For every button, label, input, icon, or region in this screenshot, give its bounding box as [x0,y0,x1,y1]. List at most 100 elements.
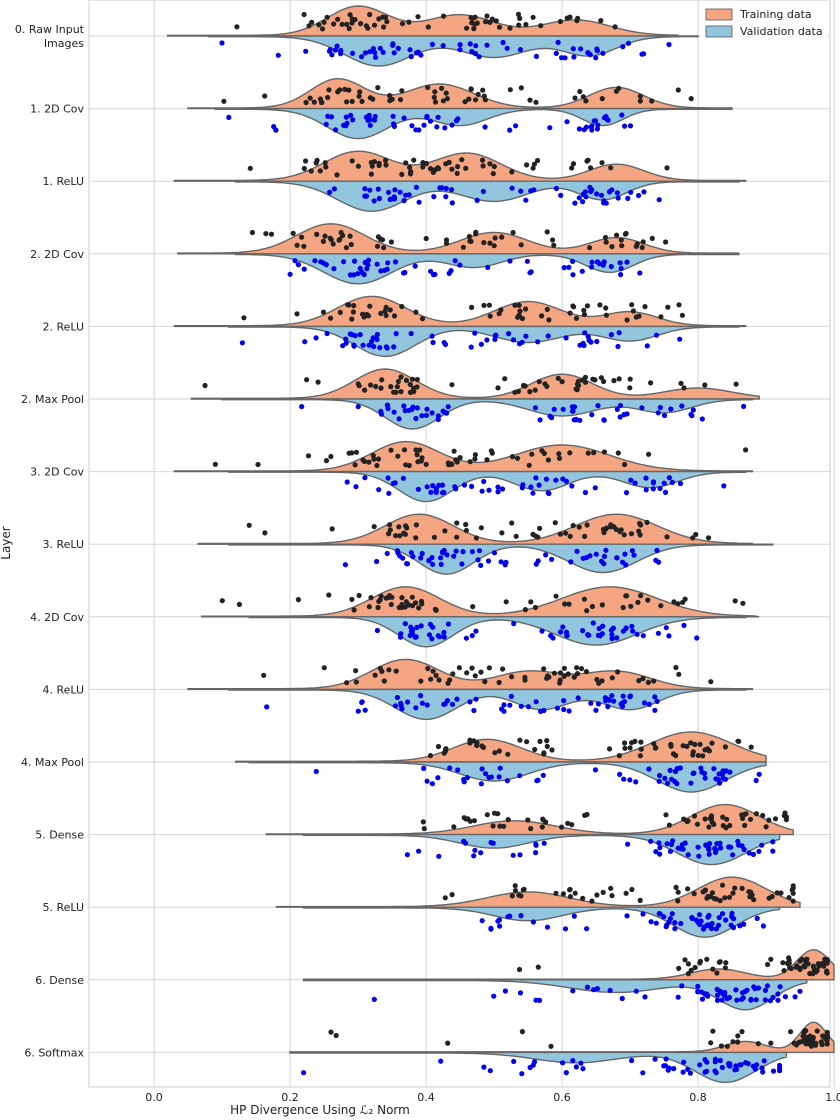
point-validation [536,482,542,488]
point-training [740,815,746,822]
point-validation [491,550,498,556]
point-training [718,1043,725,1049]
point-training [555,375,561,381]
point-training [802,1039,808,1046]
point-training [528,826,534,832]
y-tick-label: 4. 2D Cov [30,611,84,624]
point-training [541,666,547,672]
point-validation [351,342,357,348]
point-training [393,668,399,674]
y-tick-labels: 0. Raw Input Images 1. 2D Cov 1. ReLU 2. 2D … [15,23,85,1059]
point-validation [434,124,440,130]
point-training [463,165,469,171]
point-training [557,670,564,676]
point-training [316,22,322,28]
point-validation [732,1067,738,1073]
point-training [573,315,580,321]
point-training [621,532,627,538]
point-training [472,21,478,27]
point-training [472,452,478,458]
point-training [356,93,362,99]
point-validation [395,45,401,52]
point-training [601,378,607,385]
point-training [359,98,365,104]
point-training [652,745,659,751]
point-training [597,302,603,308]
point-validation [396,416,402,422]
point-training [357,89,363,95]
point-validation [744,987,750,993]
point-training [399,21,406,27]
point-validation [509,185,515,191]
y-tick-label: 0. Raw Input Images [15,23,85,50]
point-validation [716,922,722,928]
point-training [606,746,613,752]
point-validation [762,997,768,1003]
point-training [618,237,624,243]
point-validation [406,407,412,413]
point-training [628,531,635,537]
point-validation [648,919,654,925]
point-training [706,748,713,754]
point-validation [457,262,463,268]
point-validation [402,269,408,276]
point-validation [511,1058,517,1064]
point-validation [371,996,377,1003]
point-validation [617,402,624,409]
point-training [431,534,437,540]
point-validation [578,1060,584,1066]
point-training [414,376,420,383]
point-validation [614,555,620,561]
y-tick-label: 1. ReLU [42,175,84,188]
point-training [399,88,405,94]
point-validation [543,476,550,482]
point-training [398,374,404,380]
violin-training [177,223,740,255]
violin-validation [302,979,808,1011]
point-validation [609,187,615,193]
point-training [362,387,368,393]
point-training [471,818,477,824]
point-training [384,19,390,25]
point-validation [467,41,473,47]
point-validation [376,487,382,493]
point-validation [533,475,539,481]
violin-training [190,368,760,400]
legend: Training data Validation data [700,4,828,40]
y-tick-label: 2. Max Pool [21,393,84,406]
point-training [507,87,513,93]
point-validation [650,479,657,485]
point-validation [560,624,566,630]
point-validation [569,483,575,489]
point-training [441,13,447,19]
point-training [368,382,374,388]
violin-validation [228,470,747,503]
point-validation [428,489,434,495]
point-validation [367,187,373,193]
point-training [375,456,382,462]
point-validation [409,123,415,129]
point-training [522,607,529,613]
point-training [509,169,515,175]
point-training [702,816,708,822]
point-validation [363,193,370,199]
point-validation [699,769,705,775]
point-validation [468,344,474,350]
point-validation [601,417,607,423]
point-training [550,237,556,243]
point-training [381,678,387,684]
point-training [481,93,487,99]
point-training [499,234,505,240]
point-training [268,231,275,237]
point-training [486,302,492,308]
point-training [685,886,691,892]
point-training [584,158,590,164]
point-validation [702,1069,708,1075]
point-validation [510,852,516,858]
point-validation [469,483,475,489]
point-validation [496,774,502,780]
point-validation [390,113,396,119]
point-validation [406,192,412,198]
violin-validation [228,543,774,575]
